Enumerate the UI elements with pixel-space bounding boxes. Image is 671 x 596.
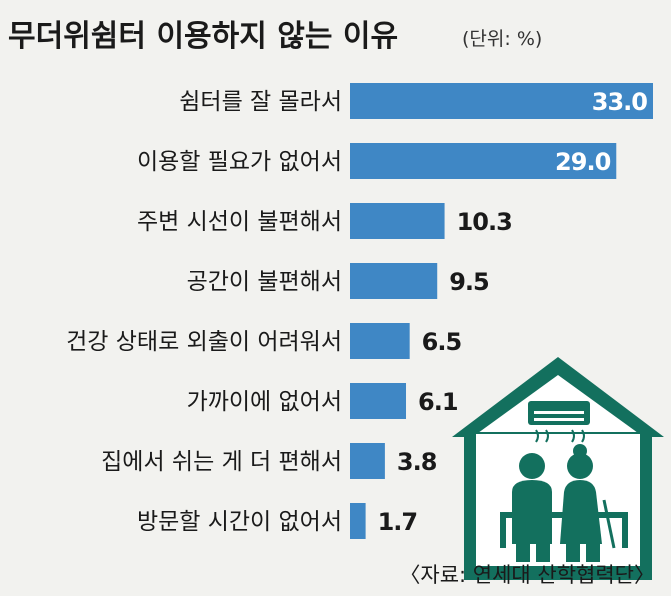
category-label: 방문할 시간이 없어서 <box>137 509 342 535</box>
value-label: 29.0 <box>555 148 611 176</box>
chart-title: 무더위쉼터 이용하지 않는 이유 <box>8 19 398 54</box>
bar <box>350 323 410 359</box>
bar <box>350 203 445 239</box>
value-label: 10.3 <box>457 208 512 236</box>
bar <box>350 383 407 419</box>
air-conditioner-icon <box>528 401 590 443</box>
bar <box>350 143 617 179</box>
unit-label: (단위: %) <box>462 28 542 50</box>
elderly-people-icon <box>500 444 628 562</box>
category-label: 주변 시선이 불편해서 <box>137 209 342 235</box>
value-label: 6.1 <box>418 388 458 416</box>
category-label: 가까이에 없어서 <box>187 389 342 415</box>
category-label: 이용할 필요가 없어서 <box>137 149 342 175</box>
category-label: 집에서 쉬는 게 더 편해서 <box>101 449 342 475</box>
value-label: 1.7 <box>378 508 418 536</box>
bar <box>350 83 653 119</box>
value-label: 3.8 <box>397 448 437 476</box>
value-label: 6.5 <box>422 328 462 356</box>
bar <box>350 443 385 479</box>
category-label: 쉼터를 잘 몰라서 <box>179 89 342 115</box>
category-label: 공간이 불편해서 <box>187 269 342 295</box>
bars-layer: 쉼터를 잘 몰라서 33.0 이용할 필요가 없어서 29.0 주변 시선이 불편해서 1… <box>66 83 653 539</box>
value-label: 9.5 <box>449 268 489 296</box>
category-label: 건강 상태로 외출이 어려워서 <box>66 329 342 355</box>
bar <box>350 263 438 299</box>
house-shelter-icon <box>452 357 664 580</box>
value-label: 33.0 <box>592 88 648 116</box>
bar <box>350 503 366 539</box>
source-label: 〈자료: 연세대 산학협력단〉 <box>399 563 655 587</box>
